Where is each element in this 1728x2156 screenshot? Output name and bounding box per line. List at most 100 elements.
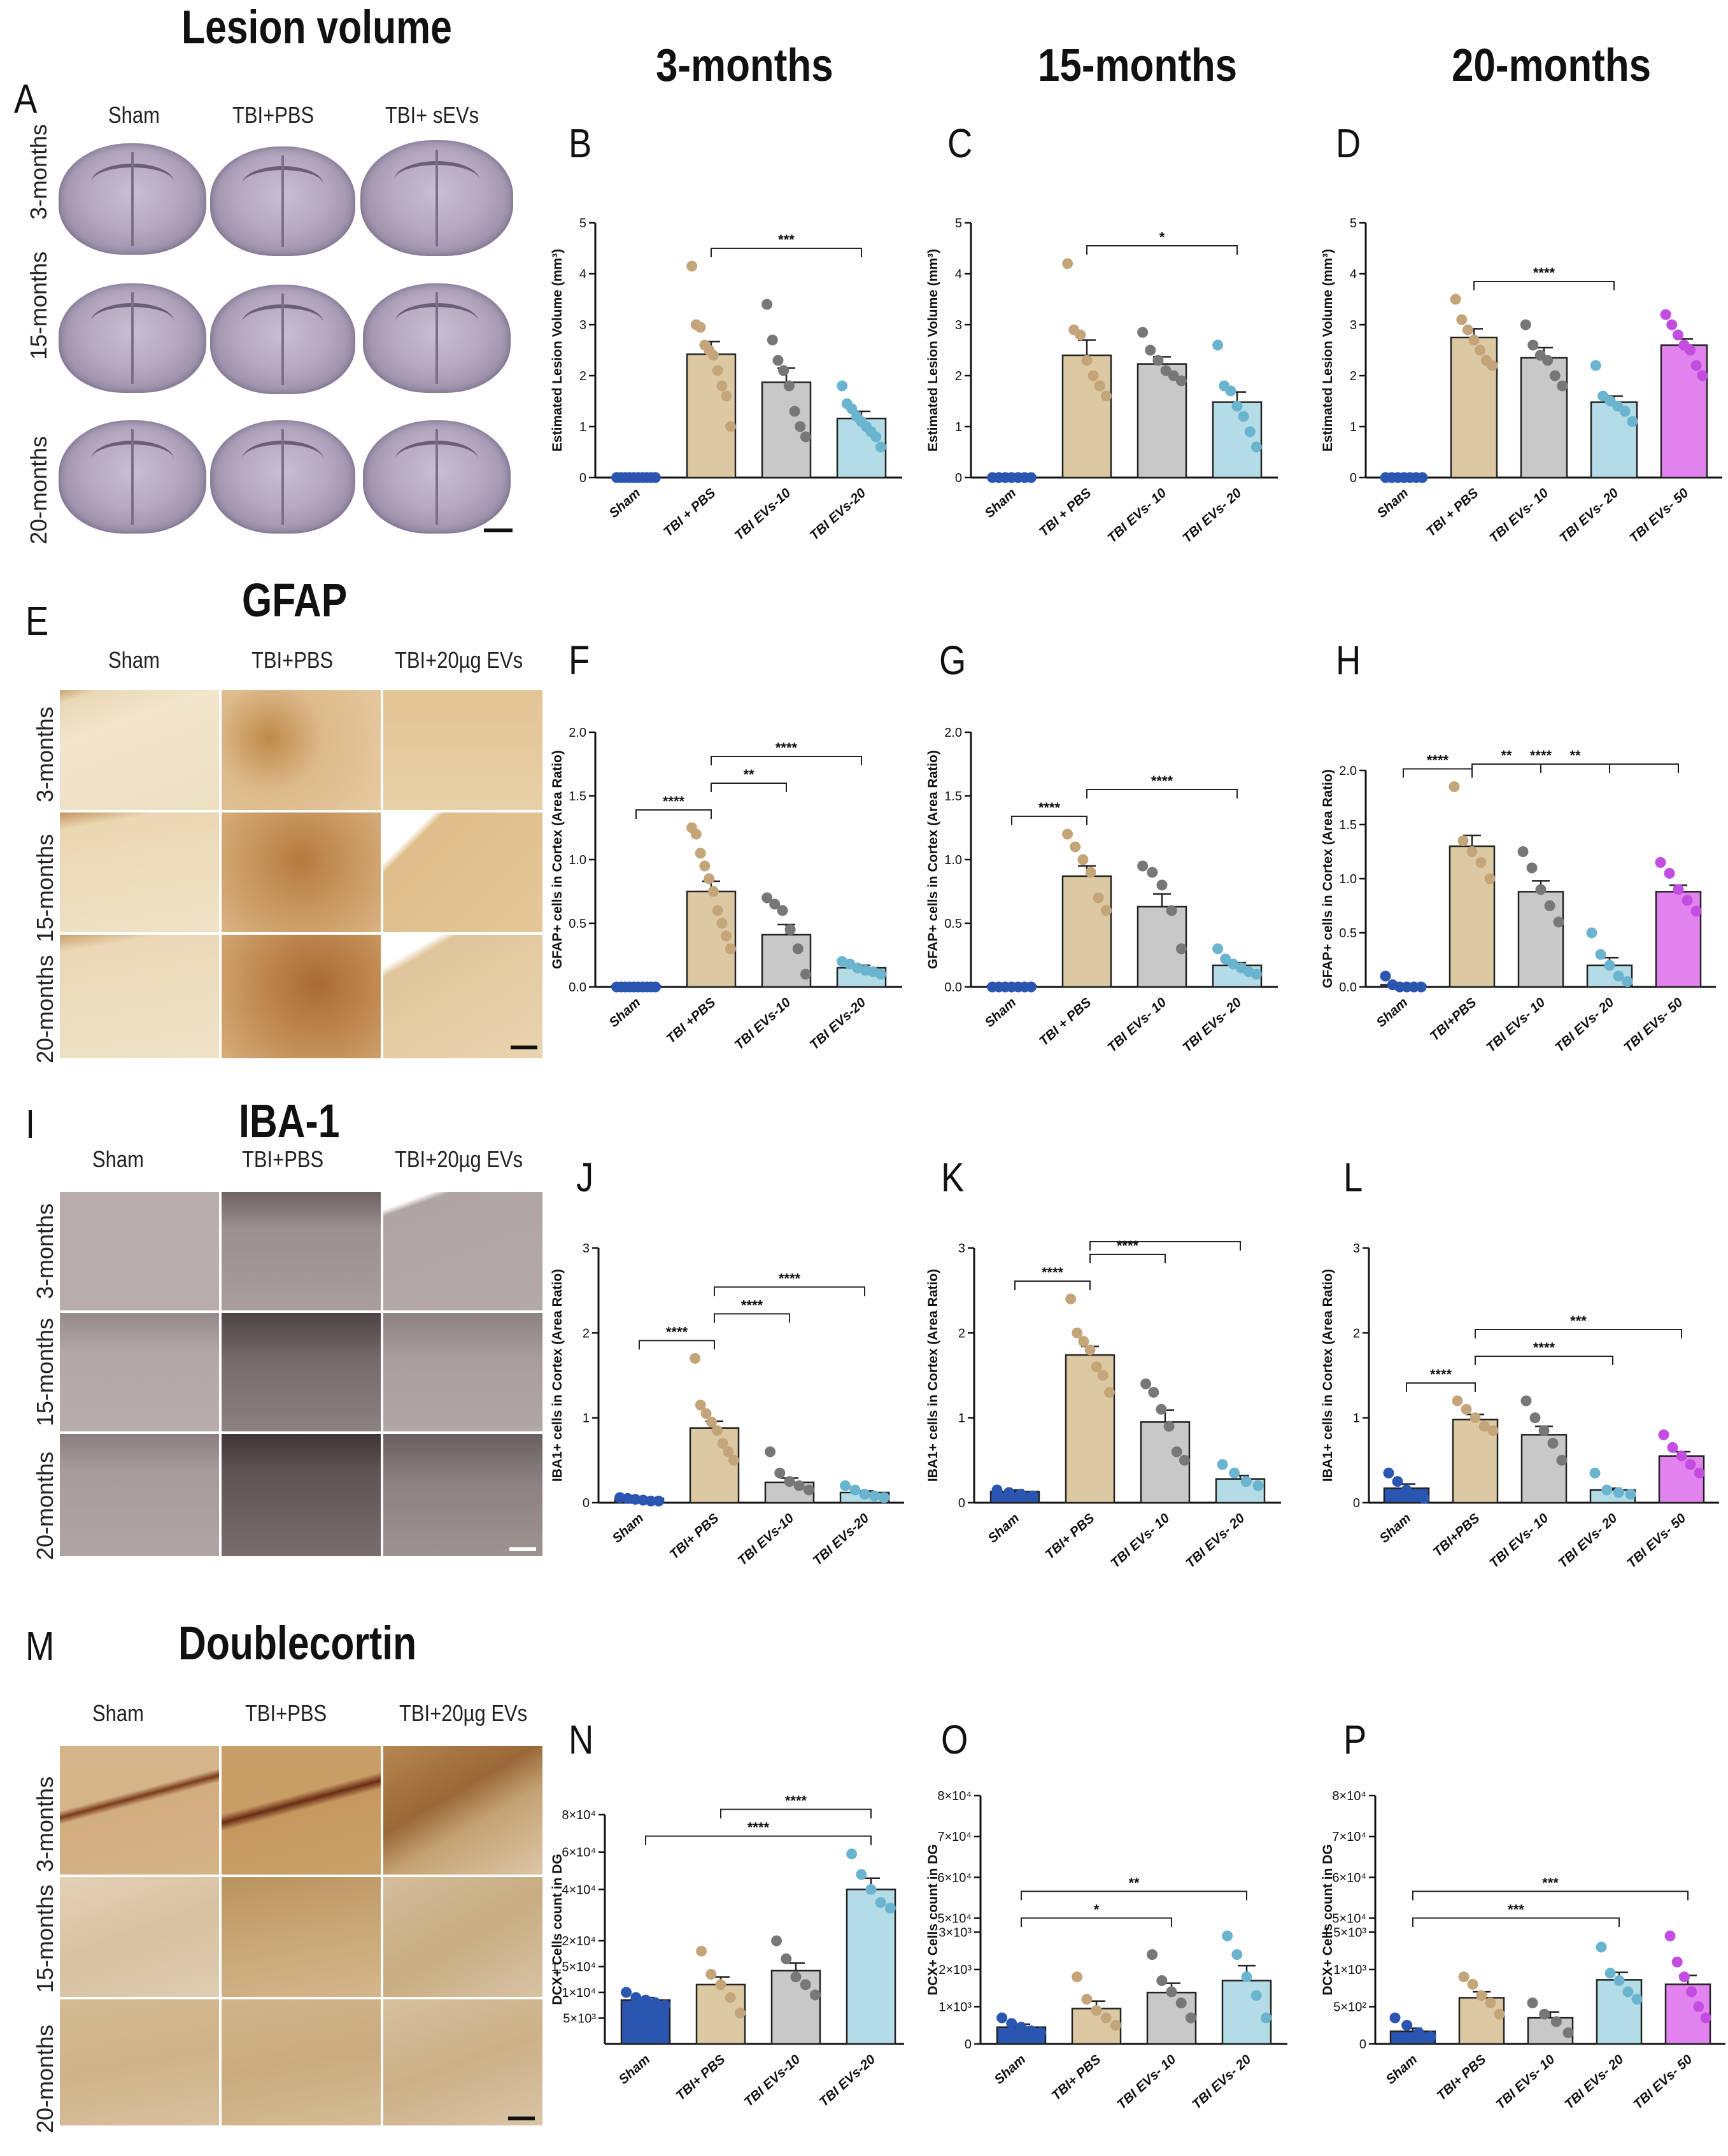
data-point — [1678, 1971, 1690, 1983]
gfap-tile-evs-3m — [382, 689, 544, 811]
significance-bracket — [1471, 763, 1679, 773]
y-tick-label: 5×10⁴ — [1332, 1912, 1366, 1926]
chart-d-lesion-20m: 0 1 2 3 4 5 Estimated Lesion Volume (mm³) Sham T… — [1321, 216, 1722, 546]
brain-section-pbs-3m — [210, 146, 355, 256]
data-point — [1544, 900, 1555, 911]
category-label-3: TBI EVs- 20 — [1552, 995, 1617, 1055]
data-point — [1025, 472, 1037, 483]
y-tick-label: 0 — [583, 1496, 590, 1510]
scale-bar — [511, 1046, 537, 1049]
data-point — [1175, 943, 1187, 954]
y-tick-label: 2 — [1353, 1326, 1360, 1340]
data-point — [1589, 1467, 1601, 1479]
data-point — [1091, 2004, 1102, 2016]
significance-label: **** — [1154, 1235, 1177, 1241]
data-point — [778, 365, 790, 376]
category-label-3: TBI EVs-20 — [816, 2052, 878, 2110]
data-point — [1220, 953, 1231, 965]
category-label-3: TBI EVs- 20 — [1180, 995, 1244, 1055]
data-point — [1613, 1975, 1625, 1987]
panel-a-row-3-months: 3-months — [25, 124, 52, 220]
data-point — [690, 828, 702, 840]
y-axis-label: Estimated Lesion Volume (mm³) — [1321, 249, 1335, 451]
data-point — [707, 886, 719, 897]
gfap-tile-pbs-20m — [220, 933, 382, 1060]
data-point — [1383, 1467, 1394, 1479]
significance-bracket — [1475, 1329, 1682, 1338]
data-point — [1693, 2001, 1704, 2012]
panel-m-header-evs: TBI+20µg EVs — [399, 1700, 528, 1726]
data-point — [1487, 1425, 1499, 1436]
doublecortin-title: Doublecortin — [178, 1617, 417, 1670]
dcx-tile-sham-3m — [59, 1745, 220, 1876]
data-point — [1655, 857, 1666, 868]
data-point — [856, 1869, 867, 1880]
y-axis-label: GFAP+ cells in Cortex (Area Ratio) — [1321, 769, 1335, 988]
panel-letter-e: E — [25, 598, 49, 644]
data-point — [1450, 294, 1461, 305]
significance-label: **** — [666, 1324, 688, 1340]
data-point — [1547, 1438, 1559, 1449]
y-tick-label: 7×10⁴ — [937, 1830, 972, 1844]
data-point — [1147, 867, 1158, 878]
data-point — [1185, 2012, 1196, 2024]
data-point — [1557, 380, 1568, 392]
data-point — [695, 322, 706, 333]
scale-bar — [509, 1547, 536, 1551]
data-point — [1631, 1994, 1643, 2005]
significance-bracket — [714, 1286, 865, 1296]
data-point — [1520, 1395, 1532, 1407]
data-point — [1401, 1484, 1412, 1496]
y-tick-label: 5 — [955, 216, 962, 230]
data-point — [1667, 1442, 1678, 1453]
category-label-3: TBI EVs-20 — [807, 485, 868, 543]
data-point — [1682, 895, 1693, 906]
data-point — [1252, 1480, 1264, 1491]
data-point — [1094, 380, 1105, 392]
data-point — [659, 1999, 670, 2011]
data-point — [991, 1484, 1003, 1496]
y-tick-label: 3 — [583, 1242, 590, 1256]
data-point — [1538, 1425, 1550, 1436]
data-point — [1550, 2016, 1562, 2027]
data-point — [1006, 2018, 1017, 2029]
y-tick-label: 0.0 — [569, 981, 586, 995]
significance-label: **** — [1533, 1340, 1555, 1356]
panel-a-brain-sections: Sham TBI+PBS TBI+ sEVs 3-months 15-month… — [25, 102, 522, 560]
y-tick-label: 1×10⁴ — [562, 1986, 596, 2000]
data-point — [1231, 1949, 1243, 1961]
data-point — [734, 2007, 746, 2018]
data-point — [767, 334, 778, 346]
significance-label: **** — [785, 1793, 807, 1809]
significance-label: **** — [1430, 1366, 1452, 1382]
category-label-2: TBI EVs- 10 — [1105, 485, 1169, 546]
data-point — [1152, 355, 1164, 366]
brain-section-sevs-3m — [360, 140, 513, 256]
data-point — [1093, 892, 1104, 904]
data-point — [1175, 1997, 1187, 2009]
data-point — [800, 1979, 811, 1990]
data-point — [1166, 1986, 1177, 1997]
y-tick-label: 1 — [955, 420, 962, 434]
panel-e-row-20-months: 20-months — [32, 954, 58, 1063]
category-label-3: TBI EVs- 20 — [1557, 485, 1621, 546]
y-tick-label: 7×10⁴ — [1332, 1830, 1366, 1844]
significance-bracket — [1475, 1356, 1613, 1365]
y-tick-label: 1.0 — [944, 853, 962, 867]
data-point — [1168, 370, 1179, 381]
bar-1 — [689, 1427, 740, 1504]
data-point — [783, 380, 795, 392]
significance-bracket — [720, 1808, 872, 1819]
panel-letter-b: B — [569, 120, 592, 166]
data-point — [1448, 781, 1460, 792]
y-tick-label: 1.0 — [1339, 872, 1357, 886]
y-axis-label: DCX+ Cells count in DG — [550, 1854, 565, 2004]
category-label-0: Sham — [1377, 1511, 1413, 1546]
data-point — [1462, 324, 1473, 336]
panel-letter-n: N — [569, 1717, 594, 1762]
significance-bracket — [1086, 245, 1238, 255]
significance-bracket — [1089, 1254, 1166, 1263]
category-label-1: TBI + PBS — [1424, 486, 1481, 540]
y-tick-label: 1.5×10³ — [1323, 1926, 1367, 1940]
